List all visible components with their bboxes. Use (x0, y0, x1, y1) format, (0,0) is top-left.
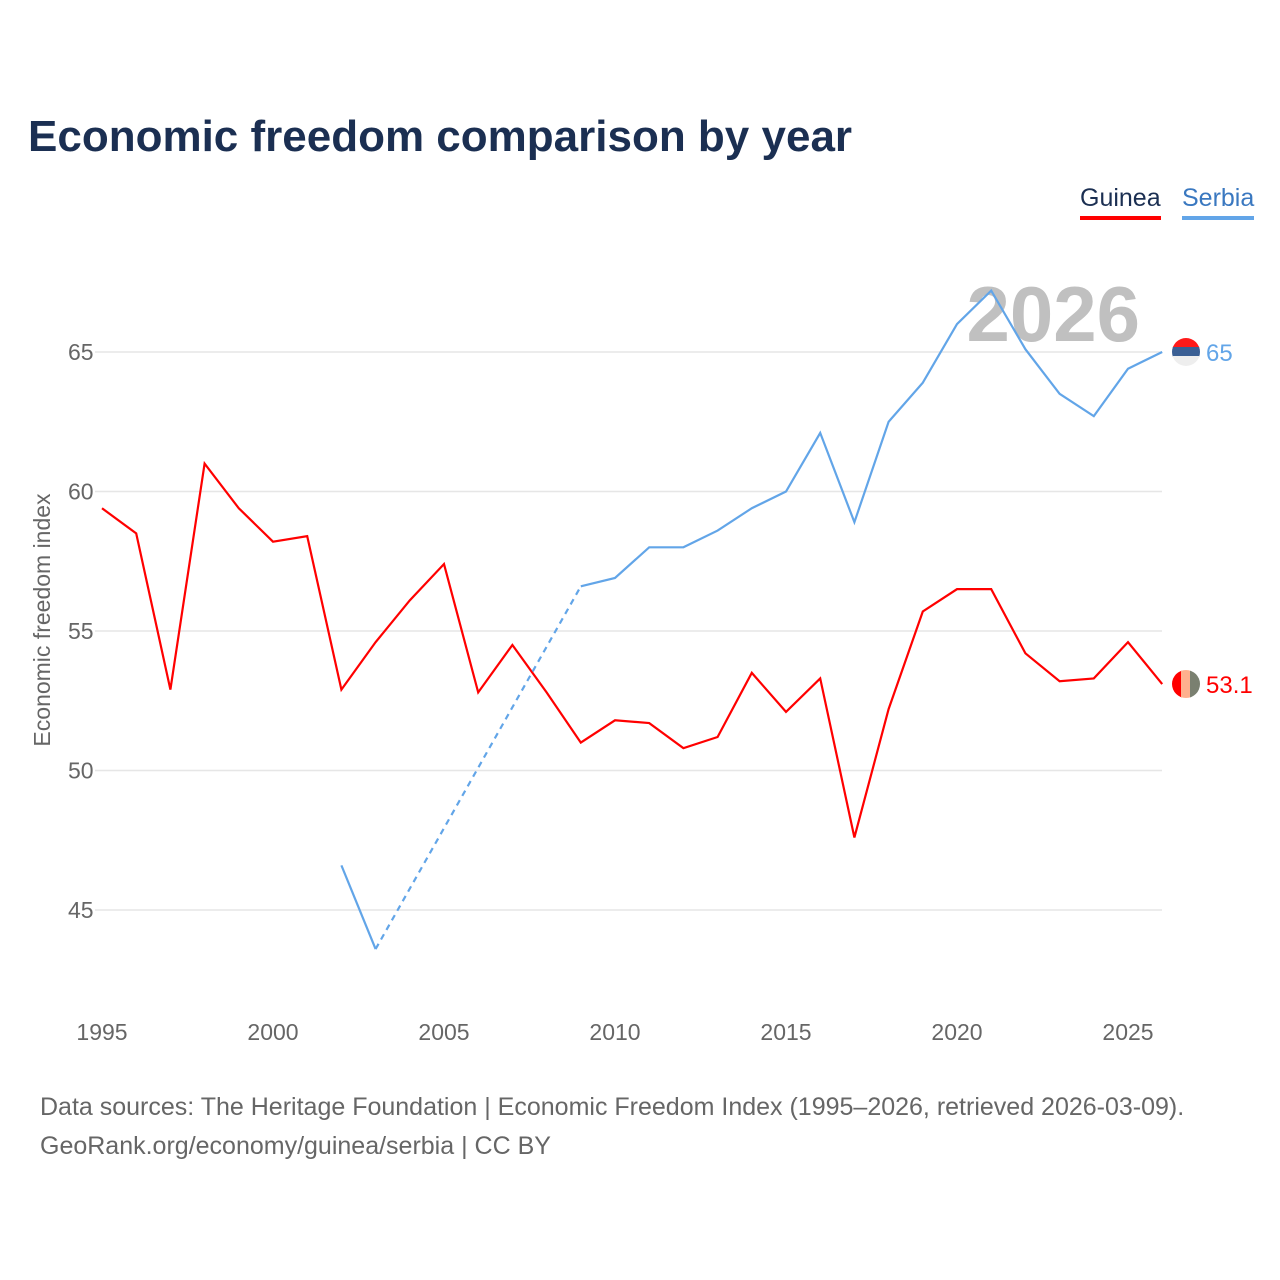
chart-title: Economic freedom comparison by year (28, 112, 853, 161)
data-source: Data sources: The Heritage Foundation | … (40, 1093, 1185, 1121)
guinea-end-label: 53.1 (1206, 672, 1253, 699)
x-tick-label: 2005 (418, 1019, 469, 1045)
x-tick-label: 2000 (247, 1019, 298, 1045)
guinea-line (101, 460, 1164, 838)
footer: Data sources: The Heritage Foundation | … (40, 1088, 1184, 1166)
y-axis-label: Economic freedom index (29, 493, 55, 747)
y-tick-label: 60 (68, 479, 94, 505)
y-tick-label: 65 (68, 339, 94, 365)
serbia-gap-line (374, 585, 582, 950)
legend-guinea[interactable]: Guinea (1080, 184, 1161, 220)
x-tick-label: 2025 (1102, 1019, 1153, 1045)
year-watermark: 2026 (966, 270, 1140, 358)
attribution: GeoRank.org/economy/guinea/serbia | CC B… (40, 1132, 551, 1160)
guinea-flag-icon (1172, 670, 1200, 699)
x-tick-label: 2020 (931, 1019, 982, 1045)
serbia-flag-icon (1172, 338, 1200, 366)
serbia-line (340, 864, 377, 950)
serbia-end-label: 65 (1206, 340, 1233, 367)
serbia-line (580, 288, 1163, 588)
y-tick-label: 45 (68, 897, 94, 923)
x-tick-label: 2010 (589, 1019, 640, 1045)
legend-serbia[interactable]: Serbia (1182, 184, 1255, 220)
x-tick-label: 1995 (76, 1019, 127, 1045)
x-tick-label: 2015 (760, 1019, 811, 1045)
y-tick-label: 55 (68, 618, 94, 644)
y-tick-label: 50 (68, 758, 94, 784)
